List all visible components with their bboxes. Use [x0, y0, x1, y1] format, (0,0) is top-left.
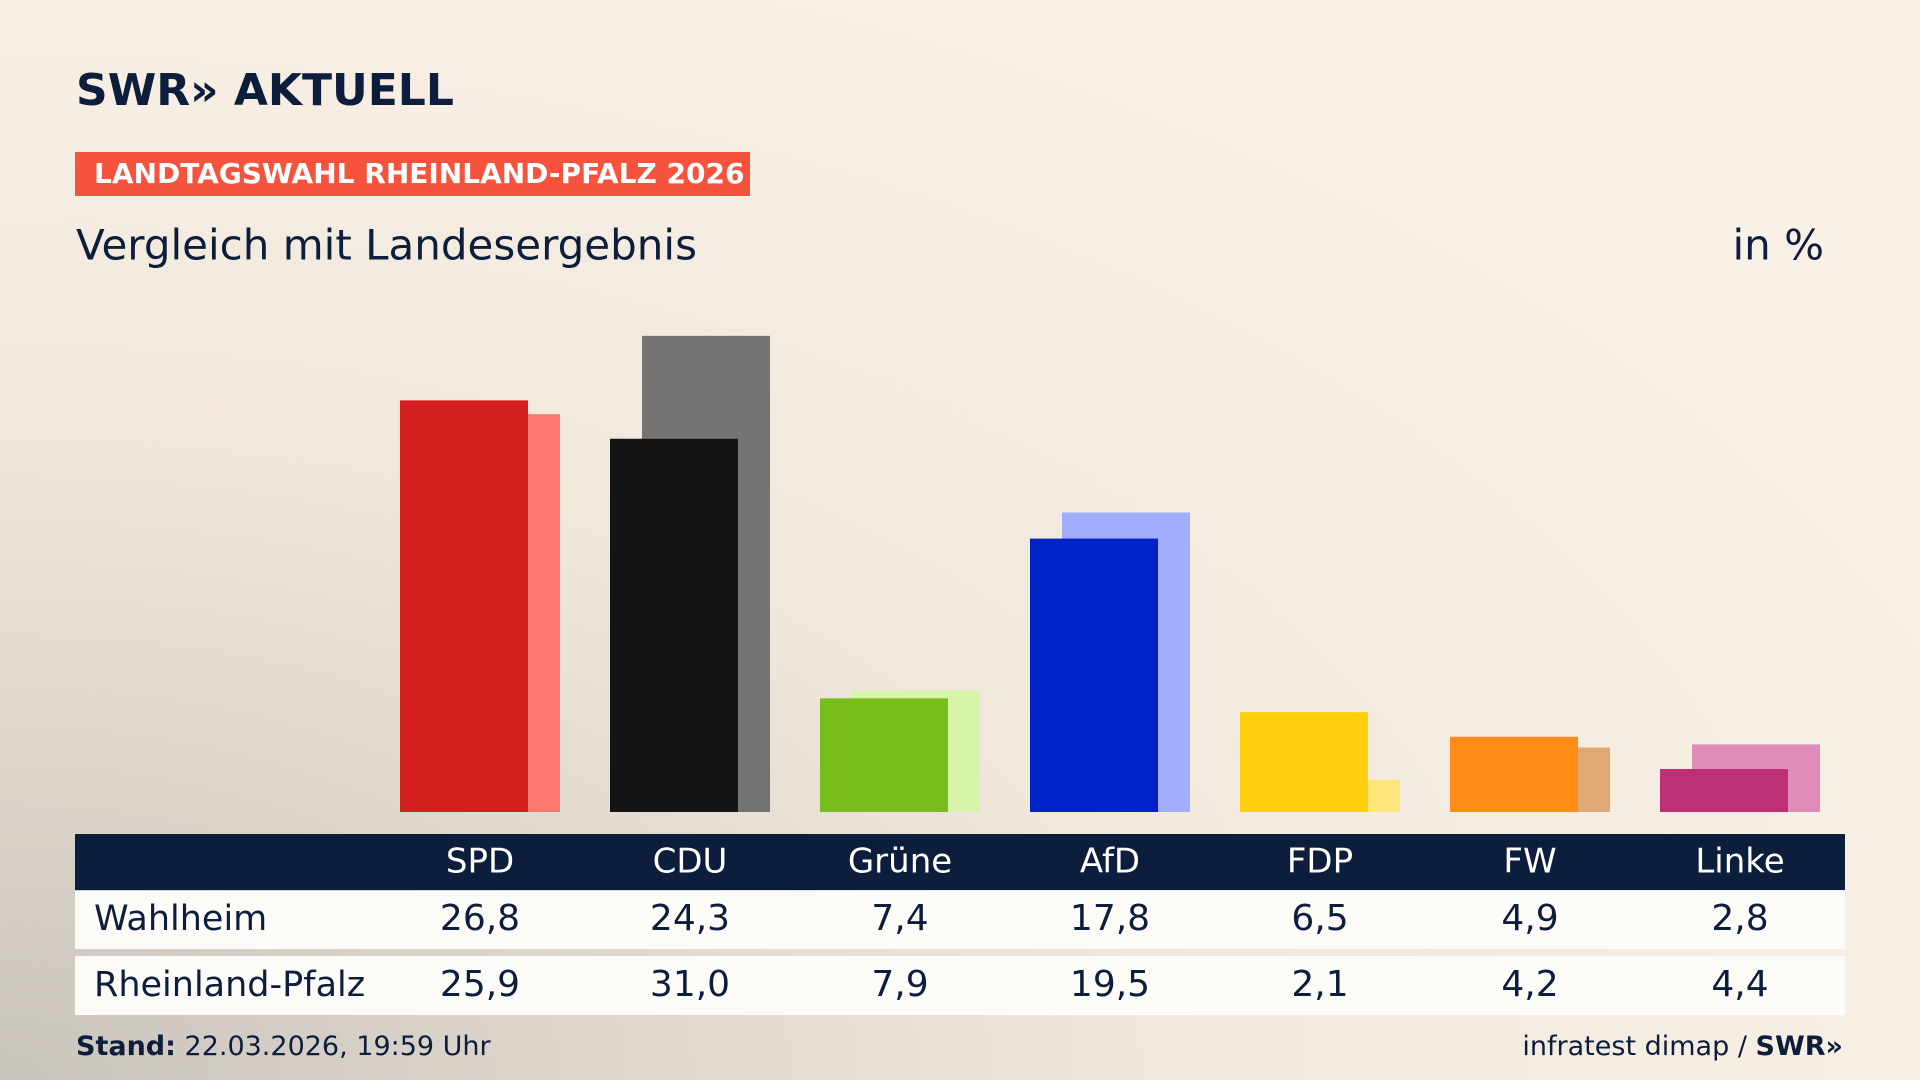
x-tick-label: Grüne [848, 842, 952, 882]
footer-label: Stand: 22.03.2026, 19:59 Uhr [76, 1031, 492, 1062]
value-label: 7,4 [871, 898, 928, 939]
bar [820, 698, 948, 812]
bar [1660, 768, 1788, 812]
x-tick-label: AfD [1080, 842, 1140, 882]
x-tick-label: CDU [653, 842, 728, 882]
value-label: 25,9 [440, 964, 520, 1005]
bar [400, 400, 528, 812]
value-label: 2,1 [1291, 964, 1348, 1005]
table-row [75, 891, 1845, 949]
title-tag [75, 152, 750, 196]
source-text: infratest dimap / [1522, 1031, 1747, 1062]
x-tick-label: SPD [446, 842, 514, 882]
x-tick-label: FDP [1287, 842, 1353, 882]
value-label: 24,3 [650, 898, 730, 939]
source: infratest dimap / SWR» [1522, 1031, 1843, 1062]
value-label: 19,5 [1070, 964, 1150, 1005]
value-label: 17,8 [1070, 898, 1150, 939]
row-label: Rheinland-Pfalz [94, 965, 365, 1005]
x-tick-label: FW [1503, 842, 1556, 882]
value-label: 2,8 [1711, 898, 1768, 939]
value-label: 7,9 [871, 964, 928, 1005]
value-label: 6,5 [1291, 898, 1348, 939]
bar [1240, 712, 1368, 812]
bar [1450, 736, 1578, 812]
value-label: 31,0 [650, 964, 730, 1005]
chart-title: LANDTAGSWAHL RHEINLAND-PFALZ 2026 [94, 157, 744, 190]
table-row [75, 956, 1845, 1015]
logo: SWR» AKTUELL [76, 65, 454, 116]
footer-label: Stand: [76, 1031, 176, 1062]
bar [610, 438, 738, 812]
source-logo: SWR» [1756, 1031, 1843, 1062]
footer-date: 22.03.2026, 19:59 Uhr [185, 1031, 492, 1062]
table-header [75, 834, 1845, 890]
value-label: 4,4 [1711, 964, 1768, 1005]
row-label: Wahlheim [94, 899, 267, 939]
value-label: 4,2 [1501, 964, 1558, 1005]
subtitle: Vergleich mit Landesergebnis [76, 221, 697, 270]
value-label: 26,8 [440, 898, 520, 939]
x-tick-label: Linke [1695, 842, 1784, 882]
value-label: 4,9 [1501, 898, 1558, 939]
unit-label: in % [1732, 221, 1824, 270]
bar [1030, 538, 1158, 812]
